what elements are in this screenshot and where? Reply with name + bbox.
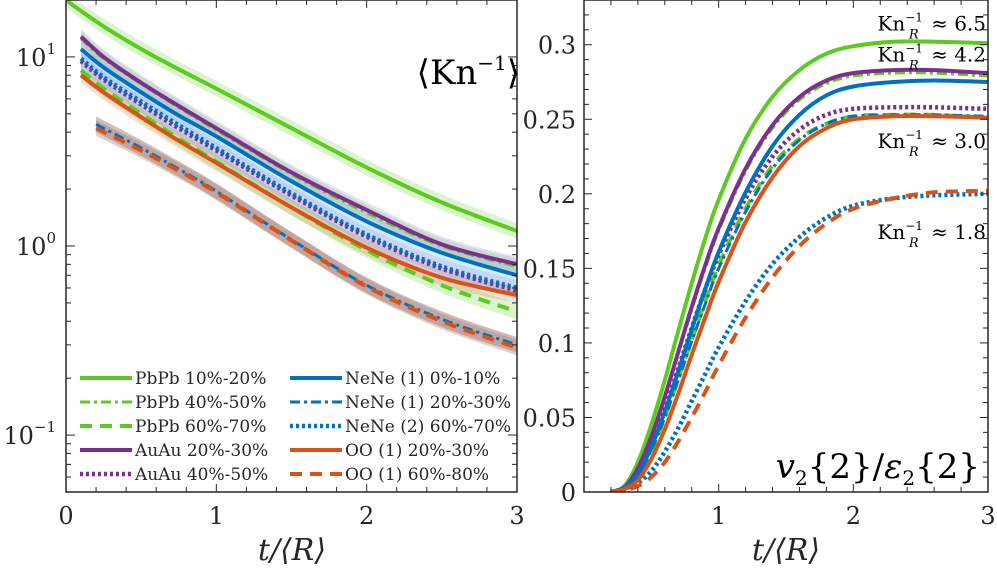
band-0 (66, 0, 517, 239)
right-series-line-8 (610, 114, 988, 492)
right-x-tick-label: 1 (711, 502, 726, 530)
right-panel-title: v2{2}/ε2{2} (776, 447, 980, 490)
legend-entry: NeNe (2) 60%-70% (290, 417, 511, 437)
right-series-line-5 (610, 78, 988, 492)
left-axes (65, 0, 518, 493)
legend-entry: PbPb 40%-50% (80, 393, 266, 413)
right-annotations: Kn−1 R ≈ 6.5Kn−1 R ≈ 4.2 Kn−1 R ≈ 3.0 Kn−1 R ≈… (877, 10, 986, 251)
band-4 (81, 53, 517, 299)
legend-label: OO (1) 60%-80% (345, 465, 489, 485)
legend-entry: NeNe (1) 20%-30% (290, 393, 511, 413)
right-x-axis-label: t/⟨R⟩ (752, 533, 820, 568)
right-series-line-6 (610, 113, 988, 492)
band-1 (81, 30, 517, 275)
right-axes (583, 0, 989, 493)
kn-annotation: Kn−1 R ≈ 1.8 (877, 219, 986, 251)
legend-label: AuAu 40%-50% (134, 465, 268, 485)
left-x-axis-label: t/⟨R⟩ (258, 533, 326, 568)
legend-entry: OO (1) 60%-80% (290, 465, 489, 485)
left-series-line-5 (79, 47, 517, 278)
legend-label: PbPb 60%-70% (135, 417, 266, 437)
legend-entry: OO (1) 20%-30% (290, 441, 489, 461)
left-y-tick-label: 101 (16, 40, 56, 72)
legend-entry: PbPb 10%-20% (80, 369, 266, 389)
legend-entry: PbPb 60%-70% (80, 417, 266, 437)
left-x-tick-label: 2 (359, 502, 374, 530)
left-x-tick-label: 3 (509, 502, 524, 530)
legend-label: PbPb 40%-50% (135, 393, 266, 413)
left-tick-labels: 0 1 2 3 10−1 100 101 (3, 40, 524, 530)
band-2 (81, 62, 517, 320)
left-y-tick-label: 100 (16, 229, 56, 261)
right-y-tick-label: 0.15 (523, 255, 576, 283)
legend: PbPb 10%-20% PbPb 40%-50% PbPb 60%-70% AuAu… (80, 369, 511, 485)
right-series-line-0 (610, 39, 988, 492)
right-y-tick-label: 0.3 (538, 32, 576, 60)
right-series-line-3 (610, 67, 988, 492)
right-series (610, 39, 988, 492)
right-y-tick-label: 0.2 (538, 181, 576, 209)
band-5 (81, 41, 517, 284)
right-tick-labels: 1 2 3 0 0.05 0.1 0.15 0.2 0.25 0.3 (523, 32, 996, 530)
legend-label: NeNe (2) 60%-70% (345, 417, 511, 437)
legend-entry: AuAu 20%-30% (80, 441, 268, 461)
right-y-tick-label: 0 (561, 479, 576, 507)
left-x-tick-label: 0 (58, 502, 73, 530)
left-series-line-9 (95, 126, 517, 350)
kn-annotation: Kn−1 R ≈ 6.5 (877, 10, 986, 42)
legend-label: PbPb 10%-20% (135, 369, 266, 389)
right-y-tick-label: 0.25 (523, 106, 576, 134)
left-series-line-8 (79, 73, 517, 298)
left-panel-title: ⟨Kn−1⟩ (417, 51, 520, 93)
right-axes-box (583, 0, 989, 493)
band-7 (81, 50, 517, 296)
left-series-line-7 (79, 56, 517, 291)
legend-label: NeNe (1) 0%-10% (345, 369, 500, 389)
right-x-tick-label: 3 (980, 502, 995, 530)
band-9 (96, 120, 517, 356)
band-6 (96, 116, 517, 353)
left-y-tick-label: 10−1 (3, 418, 56, 450)
left-series (66, 0, 517, 350)
right-x-tick-label: 2 (846, 502, 861, 530)
left-panel: 0 1 2 3 10−1 100 101 ⟨Kn−1⟩ PbPb 10%-20% PbPb 4… (3, 0, 525, 568)
right-plot-area (584, 0, 988, 492)
legend-label: NeNe (1) 20%-30% (345, 393, 511, 413)
kn-annotation: Kn−1 R ≈ 4.2 (877, 42, 986, 74)
kn-annotation: Kn−1 R ≈ 3.0 (877, 128, 986, 160)
band-3 (81, 28, 517, 273)
left-series-line-3 (79, 35, 517, 267)
right-series-line-7 (610, 191, 988, 492)
legend-label: OO (1) 20%-30% (345, 441, 489, 461)
right-panel: 1 2 300.050.10.150.20.250.3 Kn−1 R ≈ 6.5Kn−… (523, 0, 996, 568)
left-series-line-0 (66, 0, 517, 233)
legend-entry: AuAu 40%-50% (80, 465, 268, 485)
legend-label: AuAu 20%-30% (134, 441, 268, 461)
legend-entry: NeNe (1) 0%-10% (290, 369, 500, 389)
right-y-tick-label: 0.05 (523, 404, 576, 432)
right-y-tick-label: 0.1 (538, 330, 576, 358)
left-x-tick-label: 1 (209, 502, 224, 530)
